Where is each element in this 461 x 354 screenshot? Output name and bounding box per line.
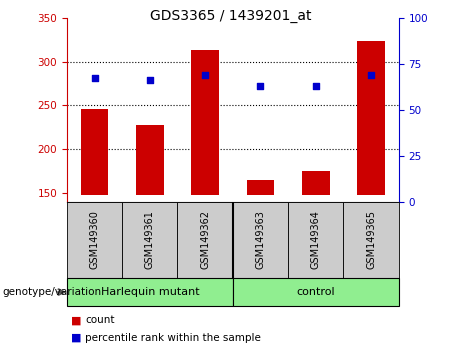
Point [257, 83, 264, 88]
Text: Harlequin mutant: Harlequin mutant [100, 287, 199, 297]
Bar [67, 278, 233, 306]
Point [146, 78, 154, 83]
Text: GSM149363: GSM149363 [255, 210, 266, 269]
Bar [302, 171, 330, 195]
Text: GSM149361: GSM149361 [145, 210, 155, 269]
Bar [233, 202, 288, 278]
Point [201, 72, 209, 78]
Bar [247, 180, 274, 195]
Text: percentile rank within the sample: percentile rank within the sample [85, 333, 261, 343]
Bar [136, 125, 164, 195]
Text: GSM149360: GSM149360 [89, 210, 100, 269]
Text: GSM149365: GSM149365 [366, 210, 376, 269]
Point [312, 83, 319, 88]
Bar [122, 202, 177, 278]
Bar [343, 202, 399, 278]
Point [91, 76, 98, 81]
Bar [233, 278, 399, 306]
Point [367, 72, 375, 78]
Bar [81, 109, 108, 195]
Text: control: control [296, 287, 335, 297]
Text: count: count [85, 315, 115, 325]
Bar [67, 202, 122, 278]
Bar [288, 202, 343, 278]
Bar [357, 41, 385, 195]
Text: ■: ■ [71, 315, 82, 325]
Text: GSM149364: GSM149364 [311, 210, 321, 269]
Text: GDS3365 / 1439201_at: GDS3365 / 1439201_at [150, 9, 311, 23]
Text: ■: ■ [71, 333, 82, 343]
Bar [191, 50, 219, 195]
Text: GSM149362: GSM149362 [200, 210, 210, 269]
Bar [177, 202, 233, 278]
Text: genotype/variation: genotype/variation [2, 287, 101, 297]
